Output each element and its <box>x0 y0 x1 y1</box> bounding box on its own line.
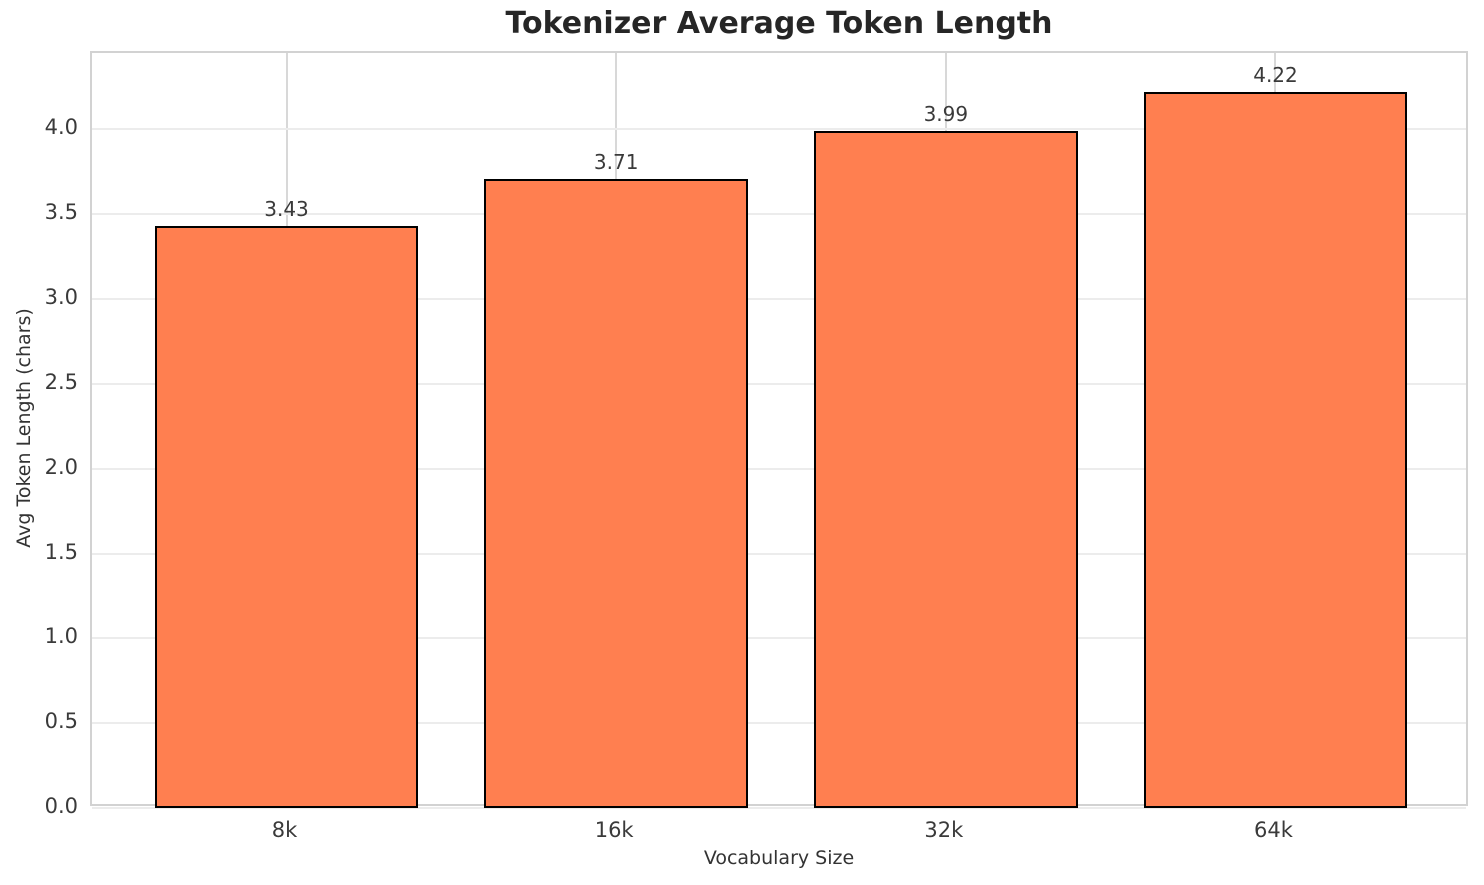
x-tick-label: 64k <box>1254 818 1293 842</box>
grid-line-horizontal <box>92 807 1466 809</box>
y-tick-label: 0.5 <box>44 709 78 734</box>
bar-32k <box>813 131 1078 808</box>
x-axis-label: Vocabulary Size <box>703 847 855 869</box>
grid-line-horizontal <box>92 128 1466 131</box>
grid-line-horizontal <box>92 298 1466 300</box>
grid-line-horizontal <box>92 722 1466 725</box>
bar-value-label: 3.99 <box>923 102 969 127</box>
bar-64k <box>1143 92 1408 808</box>
plot-area: 3.43 3.71 3.99 4.22 <box>90 51 1468 809</box>
y-tick-label: 0.0 <box>44 794 78 818</box>
grid-line-horizontal <box>92 382 1466 385</box>
x-tick-label: 32k <box>924 818 964 842</box>
y-tick-label: 1.5 <box>44 539 78 564</box>
y-tick-label: 2.5 <box>44 369 78 394</box>
bar-value-label: 4.22 <box>1253 63 1298 88</box>
y-tick-label: 1.0 <box>44 624 78 649</box>
grid-line-horizontal <box>92 213 1466 216</box>
bar-8k <box>154 226 419 808</box>
y-tick-label: 3.0 <box>44 285 78 309</box>
grid-line-horizontal <box>92 637 1466 640</box>
grid-line-horizontal <box>92 467 1466 470</box>
y-tick-label: 3.5 <box>44 200 78 225</box>
y-axis-label: Avg Token Length (chars) <box>13 308 35 548</box>
bar-value-label: 3.43 <box>264 197 309 222</box>
y-tick-label: 4.0 <box>44 115 78 140</box>
x-tick-label: 16k <box>594 818 634 842</box>
chart-title: Tokenizer Average Token Length <box>505 6 1053 41</box>
bar-16k <box>484 178 749 808</box>
bar-value-label: 3.71 <box>593 149 639 174</box>
y-tick-label: 2.0 <box>44 454 78 479</box>
x-tick-label: 8k <box>271 818 298 842</box>
grid-line-horizontal <box>92 552 1466 555</box>
